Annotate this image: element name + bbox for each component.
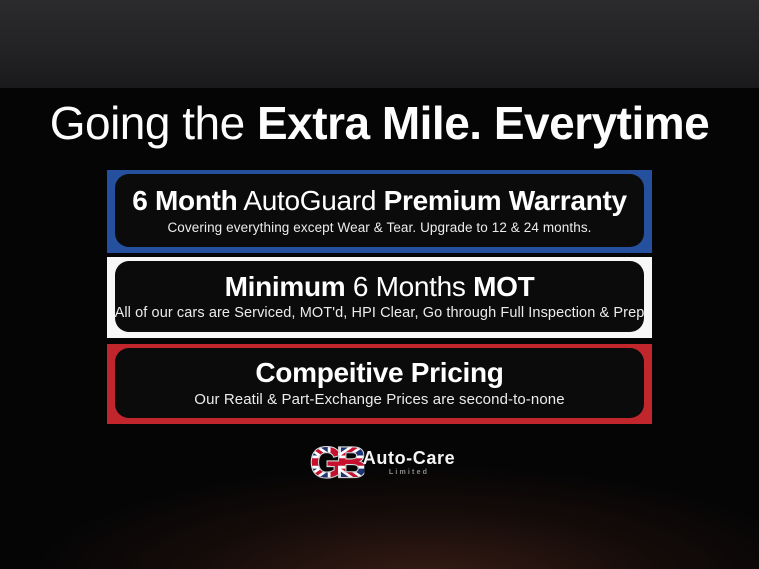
dealer-name-suffix: Limited <box>388 468 430 476</box>
title-part: Compeitive Pricing <box>255 356 504 388</box>
banner-premium-warranty-inner: 6 Month AutoGuard Premium Warranty Cover… <box>115 174 644 247</box>
headline: Going the Extra Mile. Everytime <box>0 97 759 150</box>
banner-minimum-mot-title: Minimum 6 Months MOT <box>224 270 535 303</box>
title-part: 6 Month <box>132 185 238 217</box>
dealer-name: Auto-Care <box>362 447 456 468</box>
title-part: Minimum <box>224 270 346 302</box>
banner-stack: 6 Month AutoGuard Premium Warranty Cover… <box>107 170 652 424</box>
banner-minimum-mot: Minimum 6 Months MOT All of our cars are… <box>107 257 652 338</box>
title-part: Premium Warranty <box>383 185 627 217</box>
top-gradient-band <box>0 0 759 88</box>
union-jack-pattern <box>309 441 364 483</box>
dealer-logo: GB GB Auto-Care Limited <box>304 441 455 483</box>
title-part: AutoGuard <box>243 185 377 217</box>
title-part: MOT <box>473 270 535 302</box>
banner-competitive-pricing-subtitle: Our Reatil & Part-Exchange Prices are se… <box>194 391 565 409</box>
banner-competitive-pricing: Compeitive Pricing Our Reatil & Part-Exc… <box>107 344 652 424</box>
banner-minimum-mot-inner: Minimum 6 Months MOT All of our cars are… <box>115 261 644 332</box>
banner-competitive-pricing-title: Compeitive Pricing <box>255 356 504 389</box>
dealer-name-block: Auto-Care Limited <box>363 449 455 476</box>
banner-premium-warranty: 6 Month AutoGuard Premium Warranty Cover… <box>107 170 652 253</box>
headline-regular: Going the <box>49 97 245 149</box>
banner-premium-warranty-title: 6 Month AutoGuard Premium Warranty <box>132 185 627 217</box>
banner-premium-warranty-subtitle: Covering everything except Wear & Tear. … <box>167 219 592 235</box>
title-part: 6 Months <box>352 270 466 302</box>
gb-union-jack-icon: GB GB <box>309 441 364 483</box>
headline-bold: Extra Mile. Everytime <box>256 97 710 149</box>
banner-competitive-pricing-inner: Compeitive Pricing Our Reatil & Part-Exc… <box>115 348 644 418</box>
banner-minimum-mot-subtitle: All of our cars are Serviced, MOT'd, HPI… <box>114 305 645 322</box>
